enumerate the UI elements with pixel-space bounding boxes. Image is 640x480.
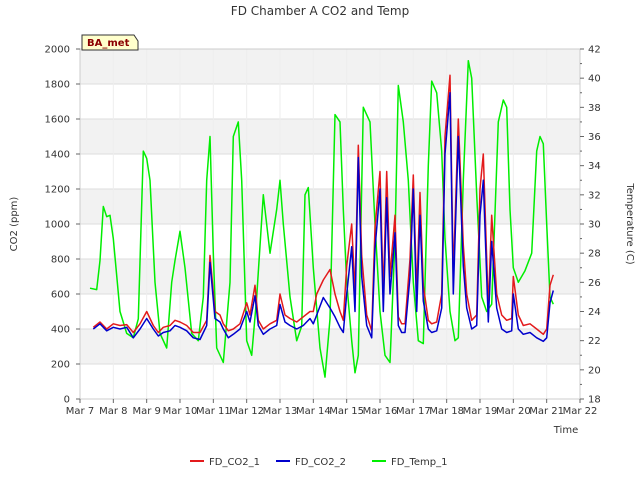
y-left-tick-label: 1800: [45, 80, 70, 91]
y-right-tick-label: 20: [588, 365, 601, 376]
y-axis-left-ticks: 0 200 400 600 800 1000 1200 1400 1600 1800 2000: [45, 45, 80, 406]
x-tick-label: Mar 7: [66, 406, 94, 417]
y-right-tick-label: 36: [588, 132, 601, 143]
series-line-fd-co2-2: [92, 92, 555, 343]
y-right-tick-label: 42: [588, 45, 601, 56]
y-right-tick-label: 30: [588, 220, 601, 231]
x-tick-label: Mar 15: [329, 406, 364, 417]
background-band: [80, 119, 580, 154]
y-left-tick-label: 200: [51, 360, 70, 371]
legend-label: FD_CO2_1: [209, 457, 260, 468]
y-left-tick-label: 400: [51, 325, 70, 336]
y-left-tick-label: 1200: [45, 185, 70, 196]
y-right-tick-label: 38: [588, 103, 601, 114]
legend-label: FD_Temp_1: [391, 457, 447, 468]
x-axis-label: Time: [553, 425, 578, 436]
y-left-tick-label: 800: [51, 255, 70, 266]
x-tick-label: Mar 18: [429, 406, 464, 417]
y-right-tick-label: 32: [588, 190, 601, 201]
x-tick-label: Mar 22: [563, 406, 598, 417]
x-tick-label: Mar 17: [396, 406, 431, 417]
y-axis-right-ticks: 18 20 22 24 26 28 30 32 34 36 38 40 42: [580, 45, 601, 406]
series-line-fd-co2-1: [92, 74, 555, 336]
x-tick-label: Mar 19: [463, 406, 498, 417]
x-tick-label: Mar 9: [132, 406, 160, 417]
x-tick-label: Mar 14: [296, 406, 331, 417]
x-tick-label: Mar 16: [363, 406, 398, 417]
series-lines: [89, 59, 555, 378]
y-right-tick-label: 24: [588, 307, 601, 318]
y-left-tick-label: 0: [64, 395, 70, 406]
x-tick-label: Mar 21: [529, 406, 564, 417]
x-tick-label: Mar 8: [99, 406, 127, 417]
background-bands: [80, 49, 580, 364]
y-right-tick-label: 26: [588, 278, 601, 289]
y-right-tick-label: 34: [588, 161, 601, 172]
y-right-tick-label: 28: [588, 249, 601, 260]
y-left-tick-label: 1000: [45, 220, 70, 231]
y-left-tick-label: 1400: [45, 150, 70, 161]
y-left-tick-label: 2000: [45, 45, 70, 56]
y-right-tick-label: 40: [588, 74, 601, 85]
badge: BA_met: [81, 34, 139, 51]
y-right-tick-label: 18: [588, 395, 601, 406]
y-axis-right-label: Temperature (C): [624, 182, 635, 264]
y-left-tick-label: 1600: [45, 115, 70, 126]
badge-box: [81, 34, 139, 51]
x-tick-label: Mar 13: [263, 406, 298, 417]
background-band: [80, 49, 580, 84]
x-tick-label: Mar 11: [196, 406, 231, 417]
badge-label: BA_met: [87, 38, 130, 49]
y-right-tick-label: 22: [588, 336, 601, 347]
legend-label: FD_CO2_2: [295, 457, 346, 468]
background-band: [80, 189, 580, 224]
background-band: [80, 329, 580, 364]
x-tick-label: Mar 20: [496, 406, 531, 417]
x-tick-label: Mar 10: [163, 406, 198, 417]
y-axis-left-label: CO2 (ppm): [9, 197, 20, 252]
chart-title: FD Chamber A CO2 and Temp: [231, 4, 409, 18]
y-left-tick-label: 600: [51, 290, 70, 301]
legend: FD_CO2_1 FD_CO2_2 FD_Temp_1: [190, 457, 447, 468]
x-tick-label: Mar 12: [229, 406, 264, 417]
